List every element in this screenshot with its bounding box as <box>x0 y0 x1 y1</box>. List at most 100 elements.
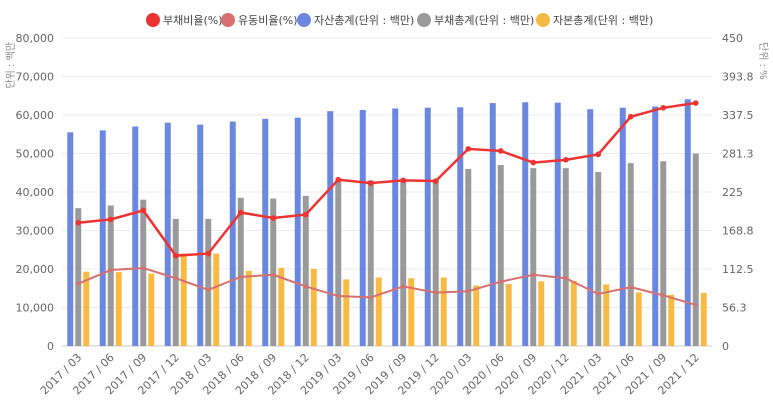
legend-item-2[interactable]: 유동비율(%) <box>221 13 298 27</box>
bar-1-202006 <box>489 103 496 346</box>
point-1 <box>530 159 537 166</box>
point-1 <box>432 178 439 184</box>
bar-1-201912 <box>424 107 431 346</box>
bar-1-202003 <box>457 107 464 346</box>
y-right-tick-label: 337.5 <box>722 109 754 122</box>
point-1 <box>497 148 504 154</box>
bar-1-201709 <box>132 126 139 346</box>
y-left-tick-label: 40,000 <box>16 186 55 199</box>
point-2 <box>498 279 503 284</box>
legend-marker <box>536 13 550 27</box>
legend-item-1[interactable]: 부채비율(%) <box>146 13 223 27</box>
bar-2-202003 <box>465 168 472 346</box>
bar-2-202106 <box>627 163 634 346</box>
bar-2-202109 <box>660 161 667 346</box>
point-1 <box>335 176 342 183</box>
legend-item-3[interactable]: 자산총계(단위 : 백만) <box>297 13 414 27</box>
y-left-tick-label: 70,000 <box>16 71 55 84</box>
bar-2-201803 <box>205 218 212 346</box>
point-2 <box>76 281 81 286</box>
bar-2-201806 <box>237 197 244 346</box>
bar-2-202009 <box>530 168 537 346</box>
y-right-tick-label: 393.8 <box>722 71 754 84</box>
bar-1-201903 <box>327 111 334 347</box>
bar-3-201806 <box>245 270 252 346</box>
point-2 <box>401 284 406 289</box>
bar-3-201903 <box>343 279 350 346</box>
point-2 <box>206 288 211 292</box>
point-2 <box>596 292 601 296</box>
bar-2-201906 <box>367 180 374 346</box>
point-2 <box>303 284 308 289</box>
line-series <box>75 100 699 307</box>
bar-2-202006 <box>497 165 504 346</box>
bar-2-202103 <box>595 171 602 346</box>
point-2 <box>238 275 243 279</box>
point-1 <box>562 157 569 163</box>
point-1 <box>595 151 602 158</box>
legend-marker <box>297 13 311 27</box>
y-right-tick-label: 225 <box>722 186 743 199</box>
bar-2-201909 <box>400 178 407 346</box>
point-1 <box>172 252 179 259</box>
bar-3-201706 <box>115 272 122 346</box>
y-right-axis-title: 단위 : % <box>757 42 770 80</box>
bar-1-202112 <box>684 99 691 346</box>
bar-1-201806 <box>229 121 236 346</box>
point-1 <box>270 215 277 221</box>
bar-2-202012 <box>562 168 569 346</box>
bar-2-201706 <box>107 205 114 346</box>
point-2 <box>368 295 373 300</box>
bar-3-201909 <box>408 278 415 346</box>
bar-1-202103 <box>587 109 594 346</box>
bar-3-202109 <box>668 294 675 346</box>
y-right-tick-label: 450 <box>722 32 743 45</box>
bar-2-201809 <box>270 198 277 346</box>
legend[interactable]: 부채비율(%) 유동비율(%) 자산총계(단위 : 백만) 부채총계(단위 : 백만)… <box>146 13 653 27</box>
y-right-tick-label: 56.3 <box>722 302 747 315</box>
point-2 <box>628 285 633 289</box>
line-2 <box>77 266 697 306</box>
y-left-tick-label: 10,000 <box>16 302 55 315</box>
legend-marker <box>146 13 160 27</box>
point-2 <box>563 276 568 281</box>
y-left-tick-label: 0 <box>47 340 54 353</box>
line-1 <box>78 101 696 257</box>
y-left-tick-label: 60,000 <box>16 109 55 122</box>
point-2 <box>271 273 276 277</box>
bar-1-201803 <box>197 124 204 346</box>
bar-2-202112 <box>692 153 699 346</box>
bar-3-202112 <box>700 292 707 346</box>
legend-label: 부채총계(단위 : 백만) <box>434 14 534 27</box>
bar-series <box>67 99 707 347</box>
bar-3-202012 <box>570 280 577 346</box>
point-1 <box>302 211 309 218</box>
y-left-tick-label: 20,000 <box>16 263 55 276</box>
point-1 <box>400 177 407 184</box>
point-1 <box>107 216 114 223</box>
bar-3-201803 <box>213 253 220 346</box>
bar-2-201703 <box>75 208 82 346</box>
bar-1-201812 <box>294 117 301 346</box>
bar-3-202006 <box>505 284 512 346</box>
bar-1-201909 <box>392 108 399 346</box>
bar-1-202109 <box>652 106 659 346</box>
bar-1-201712 <box>164 122 171 346</box>
bar-3-201812 <box>310 269 317 346</box>
point-1 <box>692 100 699 106</box>
legend-marker <box>221 13 235 27</box>
point-2 <box>433 290 438 295</box>
bar-2-201812 <box>302 195 309 346</box>
legend-item-5[interactable]: 자본총계(단위 : 백만) <box>536 13 653 27</box>
bar-2-201912 <box>432 180 439 346</box>
point-1 <box>627 113 634 120</box>
point-2 <box>108 268 113 272</box>
legend-marker <box>417 13 431 27</box>
bar-3-202003 <box>473 285 480 346</box>
point-2 <box>173 276 178 281</box>
point-2 <box>693 303 698 307</box>
legend-item-4[interactable]: 부채총계(단위 : 백만) <box>417 13 534 27</box>
y-left-axis-title: 단위 : 백만 <box>4 42 17 89</box>
point-1 <box>660 105 667 111</box>
bar-1-201906 <box>359 109 366 347</box>
